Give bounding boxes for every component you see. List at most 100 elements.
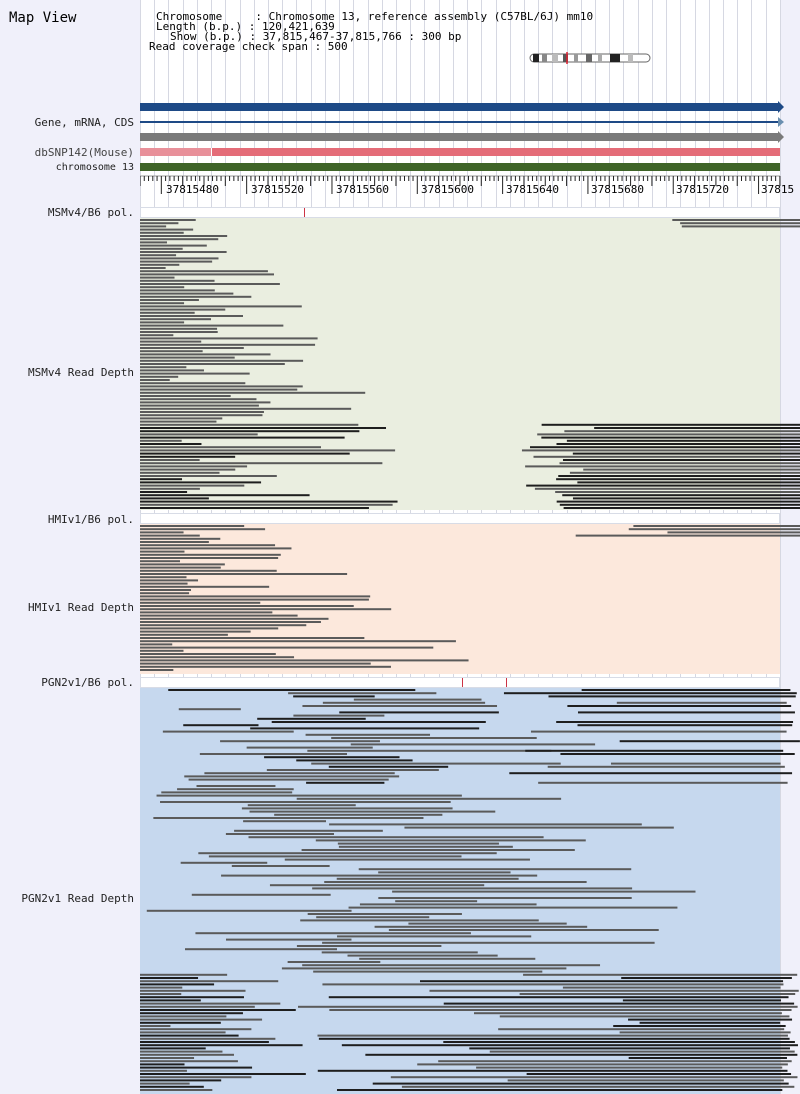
hmi-read-depth-track[interactable] [140, 524, 800, 674]
read-bar [250, 727, 480, 730]
read-bar [534, 487, 800, 490]
read-bar [140, 656, 295, 659]
read-bar [616, 701, 787, 704]
read-bar [140, 589, 191, 591]
read-bar [359, 903, 537, 906]
read-bar [140, 260, 213, 263]
gene-track-bar[interactable] [140, 103, 780, 111]
read-bar [140, 331, 218, 333]
read-bar [541, 436, 800, 439]
read-bar [140, 503, 393, 506]
read-bar [569, 471, 800, 474]
pgn-pol-mark[interactable] [506, 678, 507, 687]
read-bar [226, 938, 352, 941]
pgn-depth-label: PGN2v1 Read Depth [21, 892, 134, 905]
read-bar [429, 989, 799, 992]
read-bar [140, 343, 316, 346]
read-bar [521, 449, 800, 452]
length-info: Length (b.p.) : 120,421,639 [156, 20, 335, 33]
read-bar [140, 1073, 306, 1075]
hmi-pol-track[interactable] [140, 513, 780, 524]
msm-read-depth-track[interactable] [140, 218, 800, 510]
read-bar [168, 689, 416, 691]
read-bar [140, 315, 244, 317]
dbsnp-track-bar[interactable] [140, 148, 780, 156]
read-bar [420, 980, 784, 983]
read-bar [140, 471, 220, 474]
read-bar [140, 359, 304, 362]
read-bar [140, 321, 185, 324]
read-bar [401, 1085, 795, 1088]
read-bar [140, 582, 188, 585]
read-bar [628, 1057, 787, 1059]
read-bar [140, 573, 348, 575]
read-bar [269, 884, 485, 887]
read-bar [556, 443, 800, 445]
read-bar [388, 929, 659, 931]
read-bar [498, 1028, 785, 1031]
read-bar [523, 973, 798, 976]
read-bar [140, 263, 180, 266]
read-bar [372, 1082, 789, 1085]
read-bar [672, 219, 800, 221]
read-bar [140, 318, 211, 321]
read-bar [140, 228, 194, 231]
msm-pol-track[interactable] [140, 207, 780, 218]
read-bar [140, 1089, 213, 1091]
read-bar [140, 579, 199, 582]
chromosome-ideogram[interactable] [528, 52, 652, 64]
read-bar [140, 1050, 223, 1053]
position-ruler [140, 175, 781, 194]
mrna-track-line[interactable] [140, 121, 780, 123]
read-bar [140, 993, 182, 995]
read-bar [140, 1041, 269, 1043]
read-bar [140, 553, 281, 556]
read-bar [140, 433, 258, 436]
read-bar [248, 836, 544, 839]
read-bar [140, 525, 245, 527]
read-bar [140, 439, 182, 442]
read-bar [324, 881, 587, 883]
read-bar [140, 1005, 255, 1008]
cds-track-bar[interactable] [140, 133, 780, 141]
read-bar [140, 534, 200, 537]
read-bar [140, 643, 173, 646]
read-bar [562, 494, 800, 497]
read-bar [140, 541, 209, 543]
read-bar [140, 484, 245, 487]
pgn-pol-mark[interactable] [462, 678, 463, 687]
read-bar [140, 267, 166, 269]
read-bar [619, 740, 800, 743]
msm-pol-mark[interactable] [304, 208, 305, 217]
read-bar [322, 941, 655, 944]
read-bar [140, 270, 268, 273]
read-bar [140, 1060, 238, 1063]
read-bar [293, 695, 375, 698]
read-bar [417, 1063, 788, 1066]
read-bar [140, 576, 187, 579]
chromosome-track-bar[interactable] [140, 163, 780, 171]
read-bar [249, 810, 496, 813]
dbsnp-track-label: dbSNP142(Mouse) [34, 146, 134, 159]
ruler-tick-label: 37815 [761, 183, 795, 196]
read-bar [681, 225, 800, 228]
read-bar [140, 231, 184, 234]
read-bar [140, 1037, 276, 1040]
read-bar [140, 1034, 239, 1037]
pgn-read-depth-track[interactable] [140, 688, 800, 1094]
ruler-tick-label: 37815720 [676, 183, 729, 196]
read-bar [140, 640, 456, 643]
read-bar [140, 595, 371, 598]
read-bar [140, 1018, 263, 1021]
read-bar [140, 279, 215, 282]
read-bar [408, 922, 567, 925]
read-bar [348, 906, 678, 909]
read-bar [288, 692, 437, 695]
pgn-pol-track[interactable] [140, 677, 780, 688]
read-bar [140, 465, 248, 468]
read-bar [140, 420, 217, 423]
read-bar [198, 852, 497, 855]
read-bar [322, 701, 486, 704]
read-bar [560, 753, 795, 755]
